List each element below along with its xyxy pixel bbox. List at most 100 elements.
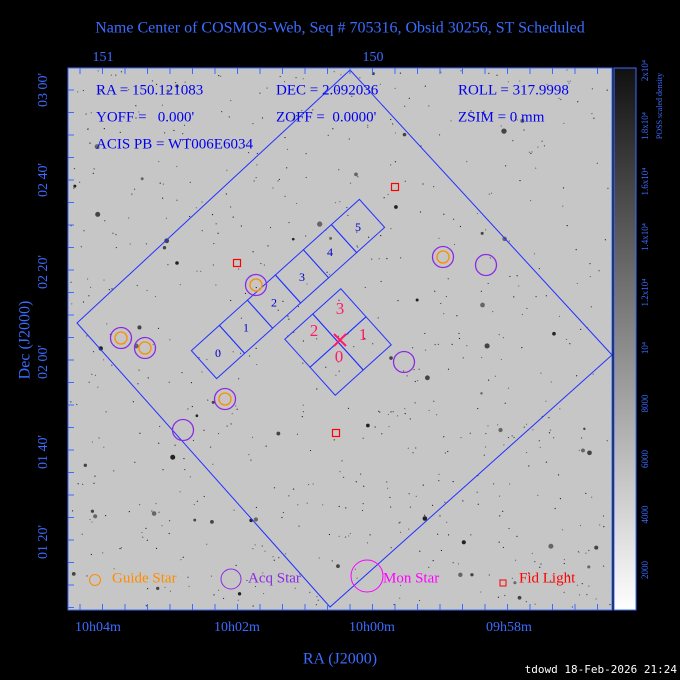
star	[105, 411, 107, 413]
star	[444, 501, 446, 503]
star	[338, 370, 340, 372]
star	[220, 75, 222, 77]
star	[252, 605, 254, 607]
star	[106, 323, 108, 325]
star	[558, 97, 560, 99]
star	[396, 415, 399, 417]
star	[86, 278, 89, 280]
star	[146, 539, 148, 541]
star	[469, 432, 471, 434]
star	[578, 594, 581, 596]
star	[460, 70, 462, 72]
star	[253, 180, 255, 182]
info: ZOFF = 0.0000'	[276, 109, 377, 125]
star	[394, 161, 397, 163]
star	[549, 429, 552, 431]
star	[500, 125, 502, 127]
star	[226, 169, 228, 171]
star	[347, 407, 350, 409]
star	[394, 87, 396, 89]
guide-star	[249, 278, 263, 292]
star	[331, 560, 333, 562]
star	[447, 450, 449, 453]
star	[97, 386, 99, 388]
colorbar-tick-label: 8000	[640, 394, 650, 413]
star	[213, 594, 215, 596]
star	[539, 566, 541, 568]
star	[565, 338, 568, 341]
legend-label: Fid Light	[519, 570, 576, 586]
acis-i-chip	[312, 288, 367, 343]
star	[424, 332, 426, 335]
star	[187, 138, 189, 140]
star	[347, 214, 349, 217]
star	[77, 483, 79, 485]
star	[110, 74, 112, 76]
star	[445, 295, 447, 298]
star	[470, 110, 472, 112]
star	[226, 425, 228, 427]
star	[195, 414, 199, 418]
star	[231, 413, 233, 415]
chip-label: 0	[215, 346, 221, 360]
star	[288, 221, 290, 224]
star	[76, 403, 78, 406]
star	[307, 483, 310, 486]
star	[453, 243, 456, 246]
star	[256, 363, 258, 366]
star	[377, 317, 379, 319]
star	[532, 429, 534, 431]
star	[488, 193, 490, 195]
star	[169, 339, 171, 341]
star	[162, 469, 164, 471]
star	[281, 516, 283, 519]
star	[138, 111, 140, 113]
star	[433, 186, 435, 188]
star	[189, 476, 191, 478]
star	[338, 535, 340, 537]
star	[104, 514, 107, 517]
star	[518, 285, 520, 287]
star	[364, 337, 366, 339]
star	[535, 167, 537, 169]
star	[417, 380, 419, 382]
star	[182, 556, 184, 558]
star	[259, 92, 261, 94]
star	[215, 223, 217, 225]
star	[476, 212, 479, 215]
star	[447, 534, 450, 536]
star	[462, 500, 464, 502]
star	[408, 528, 410, 530]
star	[578, 551, 580, 553]
star	[248, 152, 250, 154]
star	[437, 343, 439, 345]
fid-light	[390, 182, 400, 192]
legend-symbol	[89, 574, 101, 586]
star	[404, 408, 406, 410]
star	[128, 217, 130, 219]
star	[378, 258, 380, 260]
star	[168, 381, 170, 383]
star	[363, 485, 365, 487]
star	[203, 495, 205, 498]
star	[181, 372, 183, 374]
acq-star	[133, 336, 157, 360]
star	[502, 510, 504, 512]
star	[422, 484, 424, 486]
star	[322, 504, 324, 506]
star	[390, 228, 392, 230]
star	[581, 448, 585, 453]
star	[560, 98, 562, 101]
star	[240, 225, 242, 227]
star	[488, 72, 490, 74]
star	[333, 439, 335, 441]
star	[99, 90, 101, 92]
star	[593, 117, 595, 119]
star	[443, 436, 445, 438]
star	[585, 552, 587, 554]
star	[562, 187, 565, 189]
star	[424, 514, 426, 516]
star	[217, 432, 220, 435]
colorbar-tick-label: 1.6x10⁴	[640, 168, 650, 196]
